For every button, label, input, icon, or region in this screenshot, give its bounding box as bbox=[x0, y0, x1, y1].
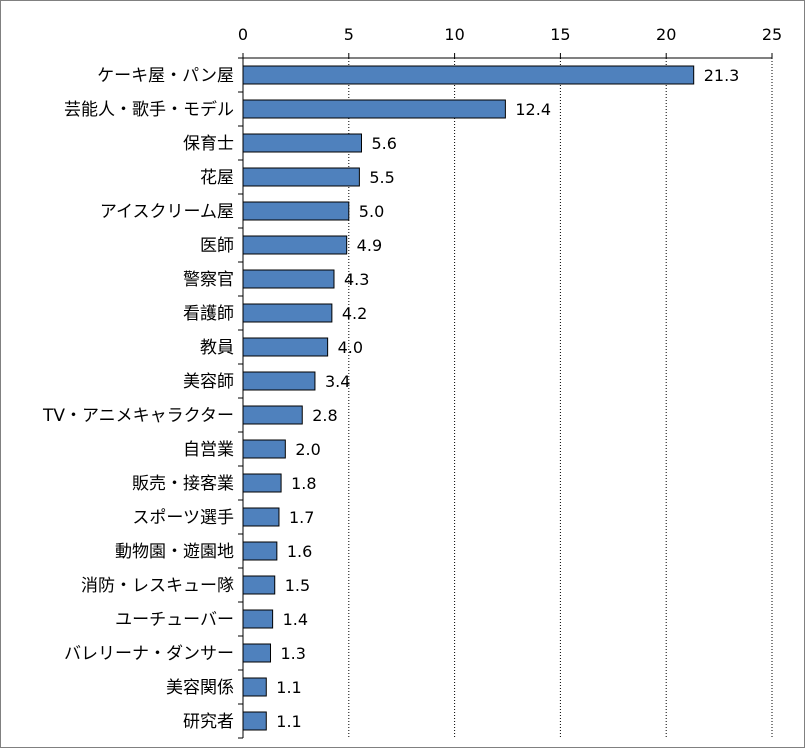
bar bbox=[242, 337, 329, 357]
category-label: 動物園・遊園地 bbox=[115, 542, 234, 562]
value-label: 2.8 bbox=[312, 406, 337, 425]
bar bbox=[242, 303, 333, 323]
value-label: 3.4 bbox=[325, 372, 350, 391]
bar bbox=[242, 99, 506, 119]
value-label: 1.8 bbox=[291, 474, 316, 493]
category-label: 販売・接客業 bbox=[132, 474, 234, 494]
category-label: 美容関係 bbox=[166, 678, 234, 698]
category-label: 警察官 bbox=[183, 270, 234, 290]
bar bbox=[242, 609, 274, 629]
category-label: スポーツ選手 bbox=[132, 508, 234, 528]
value-label: 12.4 bbox=[515, 100, 551, 119]
value-label: 1.7 bbox=[289, 508, 314, 527]
bar bbox=[242, 439, 286, 459]
bar bbox=[242, 371, 316, 391]
bar bbox=[242, 65, 695, 85]
value-label: 1.6 bbox=[287, 542, 312, 561]
category-label: 医師 bbox=[200, 236, 234, 256]
category-label: 看護師 bbox=[183, 304, 234, 324]
x-axis-ticks: 0 5 10 15 20 25 bbox=[238, 25, 782, 44]
x-tick-label: 25 bbox=[762, 25, 782, 44]
x-tick-label: 20 bbox=[656, 25, 676, 44]
value-label: 1.5 bbox=[285, 576, 310, 595]
bar bbox=[242, 711, 267, 731]
category-label: ケーキ屋・パン屋 bbox=[97, 66, 234, 86]
bar bbox=[242, 269, 335, 289]
bar bbox=[242, 541, 278, 561]
value-label: 5.0 bbox=[359, 202, 384, 221]
category-label: 自営業 bbox=[183, 440, 234, 460]
category-label: 教員 bbox=[200, 338, 234, 358]
value-label: 21.3 bbox=[704, 66, 740, 85]
value-label: 2.0 bbox=[295, 440, 320, 459]
value-label: 4.2 bbox=[342, 304, 367, 323]
category-label: ユーチューバー bbox=[115, 610, 234, 630]
bar bbox=[242, 473, 282, 493]
category-label: 芸能人・歌手・モデル bbox=[64, 99, 234, 120]
bar bbox=[242, 677, 267, 697]
value-label: 1.4 bbox=[283, 610, 308, 629]
category-label: バレリーナ・ダンサー bbox=[64, 644, 234, 664]
bars bbox=[242, 65, 695, 731]
bar bbox=[242, 643, 272, 663]
category-labels: ケーキ屋・パン屋芸能人・歌手・モデル保育士花屋アイスクリーム屋医師警察官看護師教… bbox=[42, 66, 234, 732]
value-label: 1.1 bbox=[276, 678, 301, 697]
category-label: 花屋 bbox=[200, 168, 234, 188]
category-label: 保育士 bbox=[183, 134, 234, 154]
bar bbox=[242, 167, 360, 187]
value-label: 4.3 bbox=[344, 270, 369, 289]
bar bbox=[242, 133, 362, 153]
category-label: 研究者 bbox=[183, 712, 234, 732]
bar bbox=[242, 201, 350, 221]
bar bbox=[242, 405, 303, 425]
bar bbox=[242, 575, 276, 595]
value-label: 1.1 bbox=[276, 712, 301, 731]
value-label: 5.5 bbox=[369, 168, 394, 187]
category-label: アイスクリーム屋 bbox=[100, 202, 234, 222]
gridlines bbox=[348, 58, 773, 738]
value-labels: 21.3 12.4 5.6 5.5 5.0 4.9 4.3 4.2 4.0 3.4 2.8 2.0 1.… bbox=[276, 66, 739, 731]
x-tick-label: 10 bbox=[444, 25, 464, 44]
value-label: 4.9 bbox=[357, 236, 382, 255]
x-tick-label: 5 bbox=[344, 25, 354, 44]
category-label: 消防・レスキュー隊 bbox=[81, 576, 234, 596]
value-label: 4.0 bbox=[338, 338, 363, 357]
x-tick-label: 15 bbox=[550, 25, 570, 44]
category-label: TV・アニメキャラクター bbox=[42, 406, 234, 426]
bar bbox=[242, 507, 280, 527]
category-label: 美容師 bbox=[183, 372, 234, 392]
bar bbox=[242, 235, 348, 255]
value-label: 5.6 bbox=[371, 134, 396, 153]
plot-axes bbox=[238, 53, 773, 739]
value-label: 1.3 bbox=[281, 644, 306, 663]
x-tick-label: 0 bbox=[238, 25, 248, 44]
